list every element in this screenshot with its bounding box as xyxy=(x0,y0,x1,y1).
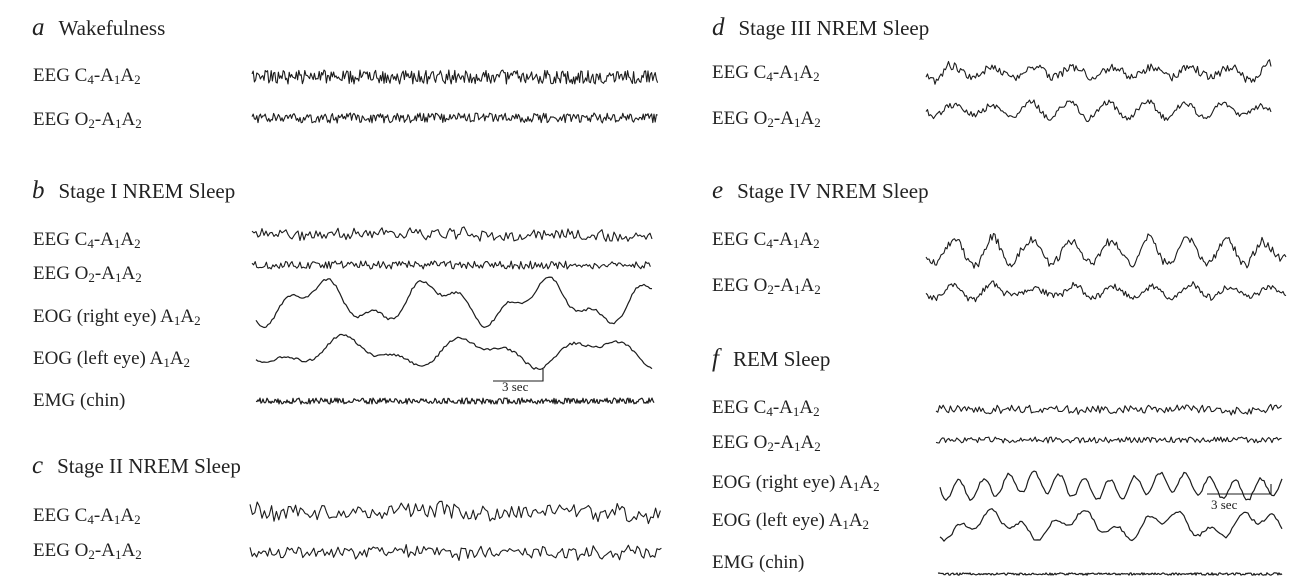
panel-b-label-emg: EMG (chin) xyxy=(33,390,126,411)
panel-f-trace-eog-left xyxy=(939,508,1283,542)
panel-e-label-eeg-o2: EEG O2-A1A2 xyxy=(712,275,821,297)
panel-b-scale-bar xyxy=(493,369,544,382)
panel-d-trace-eeg-c4 xyxy=(925,59,1272,85)
panel-f-trace-eeg-o2 xyxy=(935,436,1282,444)
panel-d-letter: d xyxy=(712,14,725,41)
panel-b-trace-emg xyxy=(255,397,655,405)
panel-f-letter: f xyxy=(712,345,719,372)
panel-f-label-eeg-o2: EEG O2-A1A2 xyxy=(712,432,821,454)
panel-f-trace-emg xyxy=(937,572,1283,576)
panel-c-trace-eeg-o2 xyxy=(249,544,662,562)
panel-b-trace-eog-right xyxy=(255,276,653,329)
panel-a-title: a Wakefulness xyxy=(32,14,165,42)
panel-b-label-eog-right: EOG (right eye) A1A2 xyxy=(33,306,201,328)
panel-d-label-eeg-o2: EEG O2-A1A2 xyxy=(712,108,821,130)
panel-f-trace-eeg-c4 xyxy=(935,403,1283,416)
panel-b-label-eeg-c4: EEG C4-A1A2 xyxy=(33,229,141,251)
panel-e-trace-eeg-c4 xyxy=(925,232,1287,269)
panel-a-label-eeg-c4: EEG C4-A1A2 xyxy=(33,65,141,87)
panel-d-trace-eeg-o2 xyxy=(925,99,1272,123)
panel-c-label-eeg-o2: EEG O2-A1A2 xyxy=(33,540,142,562)
panel-c-letter: c xyxy=(32,452,44,479)
panel-c-label-eeg-c4: EEG C4-A1A2 xyxy=(33,505,141,527)
panel-e-label-eeg-c4: EEG C4-A1A2 xyxy=(712,229,820,251)
panel-b-letter: b xyxy=(32,177,45,204)
panel-b-label-eeg-o2: EEG O2-A1A2 xyxy=(33,263,142,285)
panel-f-label-emg: EMG (chin) xyxy=(712,552,805,573)
panel-a-trace-eeg-c4 xyxy=(251,69,659,85)
panel-f-heading: REM Sleep xyxy=(732,347,831,371)
panel-a-letter: a xyxy=(32,14,45,41)
panel-c-trace-eeg-c4 xyxy=(249,500,661,525)
panel-a-trace-eeg-o2 xyxy=(251,112,658,124)
panel-f-title: f REM Sleep xyxy=(712,345,830,373)
panel-f-label-eog-right: EOG (right eye) A1A2 xyxy=(712,472,880,494)
panel-b-trace-eeg-c4 xyxy=(251,226,653,242)
panel-f-scale-bar xyxy=(1207,484,1272,495)
panel-b-label-eog-left: EOG (left eye) A1A2 xyxy=(33,348,191,370)
panel-c-title: c Stage II NREM Sleep xyxy=(32,452,241,480)
panel-a-label-eeg-o2: EEG O2-A1A2 xyxy=(33,109,142,131)
panel-d-title: d Stage III NREM Sleep xyxy=(712,14,929,42)
scale-bars: 3 sec 3 sec xyxy=(493,369,1272,512)
panel-f-scale-label: 3 sec xyxy=(1211,497,1238,512)
panel-b-trace-eeg-o2 xyxy=(251,260,651,270)
panel-b-heading: Stage I NREM Sleep xyxy=(58,179,236,203)
panel-b-trace-eog-left xyxy=(255,333,653,370)
panel-f-trace-eog-right xyxy=(939,470,1283,501)
panel-e-trace-eeg-o2 xyxy=(925,280,1287,303)
panel-d-heading: Stage III NREM Sleep xyxy=(738,16,930,40)
panel-b-scale-label: 3 sec xyxy=(502,379,529,394)
panel-b-title: b Stage I NREM Sleep xyxy=(32,177,235,205)
trace-layer xyxy=(249,59,1287,576)
panel-e-title: e Stage IV NREM Sleep xyxy=(712,177,929,205)
panel-f-label-eeg-c4: EEG C4-A1A2 xyxy=(712,397,820,419)
panel-f-label-eog-left: EOG (left eye) A1A2 xyxy=(712,510,870,532)
panel-e-heading: Stage IV NREM Sleep xyxy=(737,179,929,203)
panel-d-label-eeg-c4: EEG C4-A1A2 xyxy=(712,62,820,84)
panel-e-letter: e xyxy=(712,177,724,204)
panel-a-heading: Wakefulness xyxy=(58,16,166,40)
panel-c-heading: Stage II NREM Sleep xyxy=(57,454,241,478)
